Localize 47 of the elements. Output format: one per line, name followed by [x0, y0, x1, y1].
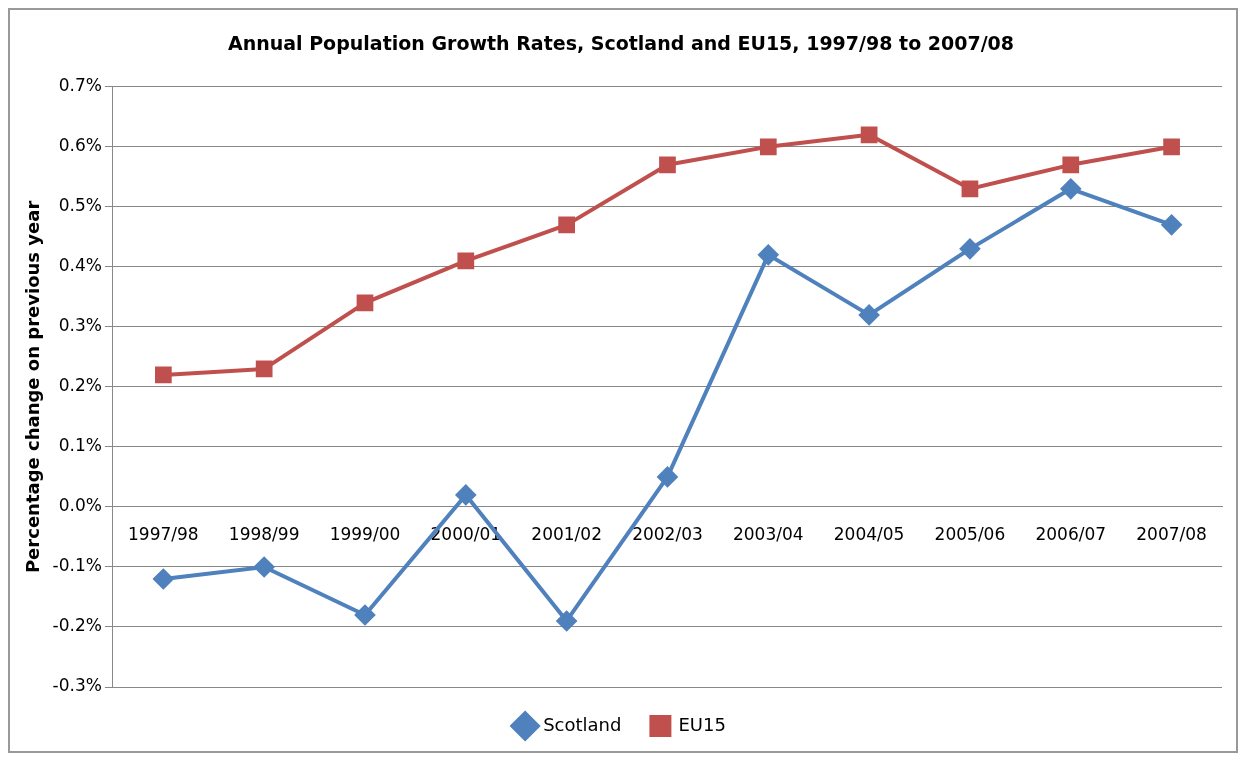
x-tick-label: 2001/02 [531, 523, 602, 544]
y-tick-label: 0.3% [58, 315, 102, 336]
y-tick-label: 0.4% [58, 255, 102, 276]
legend-label: Scotland [543, 713, 622, 735]
y-axis-title: Percentage change on previous year [22, 200, 44, 574]
point [961, 180, 979, 198]
point [1060, 178, 1081, 199]
point [659, 156, 676, 174]
point [255, 360, 273, 378]
point [354, 604, 375, 625]
x-tick-label: 2003/04 [732, 523, 804, 544]
y-tick-label: 0.0% [58, 495, 102, 516]
point [1062, 156, 1080, 174]
point [759, 138, 777, 156]
y-tick-label: -0.2% [52, 615, 102, 636]
point [758, 244, 779, 265]
y-tick-label: 0.1% [58, 435, 102, 456]
y-tick-label: 0.5% [58, 195, 102, 216]
point [558, 216, 575, 234]
x-tick-label: 2005/06 [934, 523, 1006, 544]
y-tick-label: -0.3% [52, 675, 102, 696]
point [1161, 214, 1182, 235]
point [959, 238, 980, 259]
point [1163, 138, 1180, 156]
x-tick-label: 1999/00 [329, 523, 401, 544]
x-tick-label: 1997/98 [128, 523, 199, 544]
point [356, 294, 374, 312]
y-tick-label: 0.7% [58, 75, 102, 96]
y-tick-label: -0.1% [52, 555, 102, 576]
legend-label: EU15 [678, 713, 726, 735]
x-tick-label: 2007/08 [1136, 523, 1207, 544]
point [153, 568, 174, 589]
point [556, 610, 577, 631]
x-tick-label: 2002/03 [632, 523, 703, 544]
point [154, 366, 172, 384]
y-tick-label: 0.2% [58, 375, 102, 396]
y-tick-label: 0.6% [58, 135, 102, 156]
x-tick-label: 2006/07 [1035, 523, 1107, 544]
point [254, 556, 275, 577]
x-tick-label: 2004/05 [833, 523, 905, 544]
point [657, 466, 678, 487]
point [457, 252, 475, 270]
point [455, 484, 476, 505]
point [859, 304, 880, 325]
x-tick-label: 1998/99 [228, 523, 300, 544]
point [860, 126, 878, 144]
chart-title: Annual Population Growth Rates, Scotland and EU15, 1997/98 to 2007/08 [227, 32, 1015, 55]
